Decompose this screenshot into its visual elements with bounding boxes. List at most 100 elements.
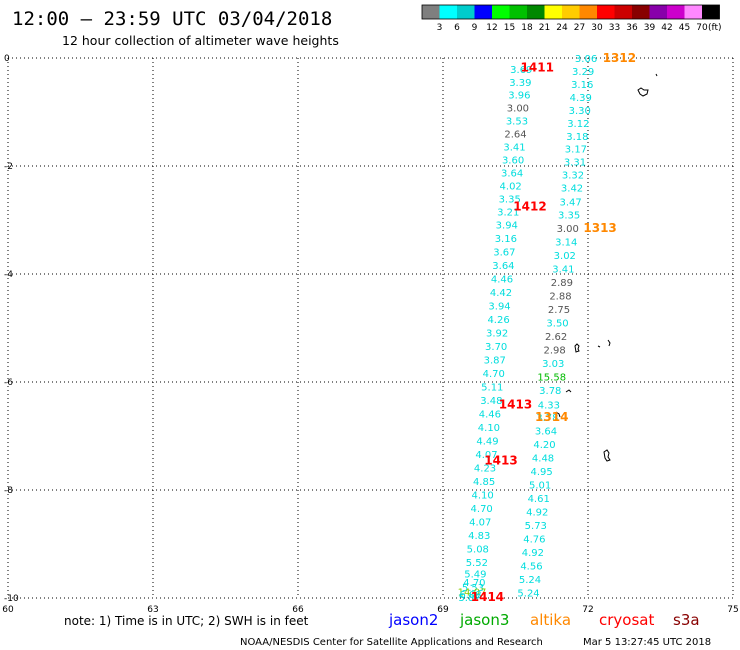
- map-title: 12:00 — 23:59 UTC 03/04/2018: [12, 8, 332, 30]
- wave-height-label: 3.94: [496, 220, 518, 231]
- legend-bin-label: 33: [609, 23, 620, 33]
- wave-height-label: 14.07: [458, 588, 487, 599]
- wave-height-label: 3.92: [486, 328, 508, 339]
- legend-swatch: [474, 5, 492, 19]
- legend-swatch: [509, 5, 527, 19]
- legend-bin-label: 18: [521, 23, 533, 33]
- wave-height-label: 4.46: [491, 274, 513, 285]
- wave-height-label: 5.01: [529, 481, 551, 492]
- wave-height-label: 15.58: [537, 373, 566, 384]
- wave-height-label: 3.64: [535, 427, 557, 438]
- island-5: [607, 339, 611, 347]
- wave-height-label: 3.94: [488, 301, 510, 312]
- lat-tick-label: -10: [4, 594, 19, 604]
- legend-bin-label: 15: [504, 23, 515, 33]
- legend-swatch: [667, 5, 685, 19]
- lon-tick-label: 60: [2, 605, 14, 615]
- wave-height-label: 4.70: [483, 369, 505, 380]
- wave-height-label: 2.89: [551, 278, 573, 289]
- pass-number-label: 1414: [471, 590, 504, 604]
- wave-height-label: 3.69: [510, 65, 532, 76]
- wave-height-values: 3.06 3.29 3.16 4.39 3.30 3.12 3.18 3.17 3.31 3.32…: [458, 54, 598, 604]
- legend-swatch: [632, 5, 650, 19]
- wave-height-label: 4.07: [469, 517, 491, 528]
- island-1: [655, 73, 658, 77]
- wave-height-label: 2.62: [545, 332, 567, 343]
- lon-tick-label: 72: [582, 605, 593, 615]
- wave-height-label: 3.64: [501, 168, 523, 179]
- footer-note: note: 1) Time is in UTC; 2) SWH is in fe…: [64, 614, 309, 628]
- satellite-jason3: jason3: [459, 611, 509, 629]
- pass-number-label: 1411: [521, 61, 554, 75]
- lon-tick-label: 66: [292, 605, 304, 615]
- wave-height-label: 4.33: [538, 401, 560, 412]
- island-4: [597, 345, 601, 348]
- wave-height-label: 3.31: [564, 158, 586, 169]
- legend-bin-label: 70: [696, 23, 708, 33]
- color-legend: 3 6 9 12 15 18 21 24 27 30 33 36 39 42 45 70 (ft): [421, 4, 722, 33]
- lat-tick-label: -8: [4, 486, 13, 496]
- footer-timestamp: Mar 5 13:27:45 UTC 2018: [583, 637, 711, 648]
- wave-height-label: 2.98: [544, 346, 566, 357]
- wave-height-label: 3.53: [506, 117, 528, 128]
- satellite-jason2: jason2: [388, 611, 438, 629]
- legend-bin-label: 27: [574, 23, 585, 33]
- wave-height-label: 2.64: [504, 130, 526, 141]
- wave-height-label: 3.70: [485, 342, 507, 353]
- wave-height-label: 4.49: [476, 436, 498, 447]
- legend-bin-label: 36: [626, 23, 638, 33]
- legend-frame: [421, 4, 720, 20]
- wave-height-label: 4.26: [487, 315, 509, 326]
- wave-height-label: 3.41: [552, 265, 574, 276]
- wave-height-label: 3.29: [572, 67, 594, 78]
- legend-swatch: [702, 5, 720, 19]
- legend-bin-label: 3: [437, 23, 443, 33]
- island-6: [565, 389, 572, 393]
- legend-bin-label: 39: [644, 23, 656, 33]
- wave-height-label: 5.24: [517, 589, 539, 600]
- wave-height-label: 3.60: [502, 156, 524, 167]
- wave-height-label: 3.35: [558, 211, 580, 222]
- wave-height-label: 4.10: [478, 423, 500, 434]
- lon-tick-label: 75: [727, 605, 738, 615]
- wave-height-label: 4.92: [522, 548, 544, 559]
- wave-height-label: 2.75: [548, 305, 570, 316]
- wave-height-label: 3.35: [499, 194, 521, 205]
- wave-height-label: 3.96: [508, 91, 530, 102]
- wave-height-label: 3.18: [566, 132, 588, 143]
- wave-height-label: 4.70: [463, 578, 485, 589]
- wave-height-label: 3.02: [554, 251, 576, 262]
- wave-height-label: 3.30: [569, 106, 591, 117]
- legend-bin-label: 42: [661, 23, 672, 33]
- lat-tick-label: 0: [4, 54, 10, 64]
- wave-height-label: 4.85: [473, 477, 495, 488]
- map-subtitle: 12 hour collection of altimeter wave hei…: [62, 33, 339, 48]
- island-2: [637, 87, 649, 97]
- wave-height-label: 4.20: [533, 440, 555, 451]
- pass-number-label: 1413: [499, 398, 532, 412]
- pass-number-label: 1314: [535, 410, 568, 424]
- legend-swatch: [649, 5, 667, 19]
- lat-tick-label: -4: [4, 270, 13, 280]
- wave-height-label: 3.50: [546, 319, 568, 330]
- wave-height-label: 3.03: [542, 359, 564, 370]
- legend-swatch: [492, 5, 510, 19]
- wave-height-label: 3.41: [503, 143, 525, 154]
- wave-height-label: 4.23: [474, 463, 496, 474]
- wave-height-label: 3.12: [567, 119, 589, 130]
- wave-height-label: 4.07: [475, 450, 497, 461]
- legend-bin-label: 6: [454, 23, 460, 33]
- wave-height-label: 3.16: [495, 234, 517, 245]
- legend-bin-label: 21: [539, 23, 550, 33]
- legend-swatch: [544, 5, 562, 19]
- legend-bin-label: 9: [472, 23, 478, 33]
- legend-swatch: [597, 5, 615, 19]
- satellite-cryosat: cryosat: [599, 611, 654, 629]
- wave-height-label: 3.06: [575, 54, 597, 65]
- island-3: [574, 343, 580, 353]
- wave-height-label: 3.00: [557, 224, 579, 235]
- legend-swatch: [457, 5, 475, 19]
